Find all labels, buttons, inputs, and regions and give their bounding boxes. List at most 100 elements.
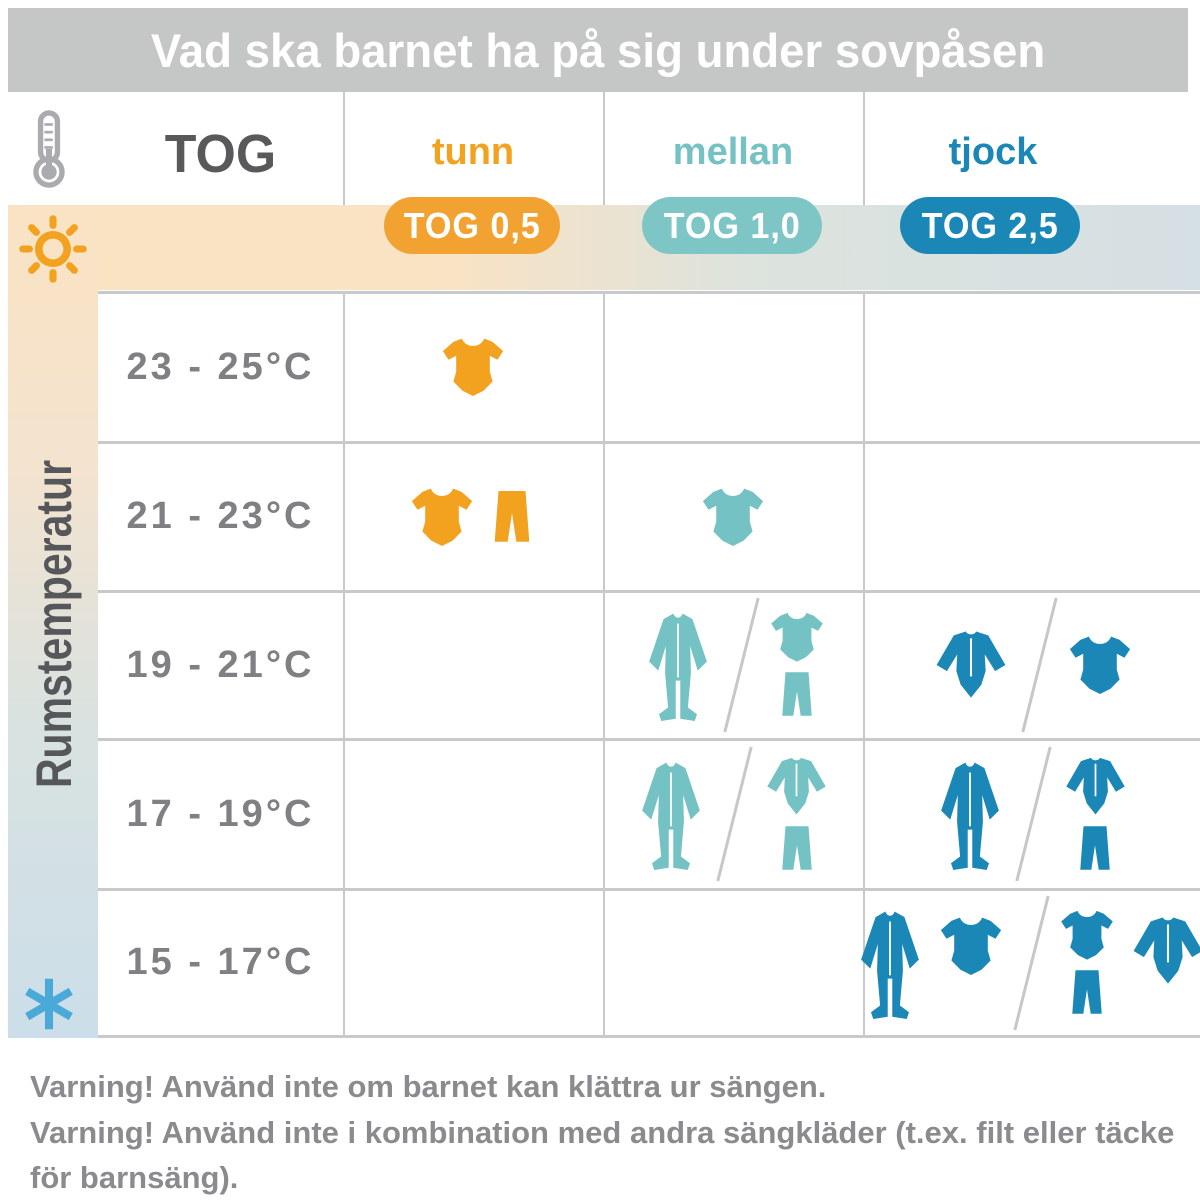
- page-title: Vad ska barnet ha på sig under sovpåsen: [150, 23, 1046, 77]
- badge-tog-25: TOG 2,5: [900, 197, 1080, 254]
- clothing-group: [852, 907, 928, 1019]
- clothing-option: [767, 609, 827, 721]
- clothing-group: [698, 484, 768, 550]
- sleepsuit-icon: [648, 613, 707, 721]
- badge-tog-05-label: TOG 0,5: [403, 204, 541, 246]
- clothing-group: [1057, 907, 1117, 1019]
- clothing-option: [1065, 632, 1135, 698]
- cell-15-17-mellan: [603, 890, 863, 1035]
- bodysuit-long-icon: [1065, 757, 1125, 814]
- title-bar: Vad ska barnet ha på sig under sovpåsen: [8, 8, 1188, 92]
- cell-17-19-tjock: [863, 740, 1200, 888]
- warning-line-2: Varning! Använd inte i kombination med a…: [30, 1114, 1175, 1196]
- cell-17-19-tunn: [343, 740, 603, 888]
- column-header-tunn: tunn: [431, 130, 515, 173]
- clothing-group: [633, 758, 709, 870]
- badge-tog-05: TOG 0,5: [384, 197, 560, 254]
- clothing-group: [1125, 913, 1200, 989]
- sun-icon: [19, 215, 87, 288]
- temp-label: 23 - 25°C: [126, 345, 315, 388]
- cell-19-21-tunn: [343, 592, 603, 738]
- bodysuit-short-icon: [770, 612, 823, 662]
- clothing-option: [698, 484, 768, 550]
- axis-label: Rumstemperatur: [26, 459, 82, 789]
- temperature-strip: [8, 205, 98, 1038]
- tog-header: TOG: [164, 124, 277, 184]
- bodysuit-short-icon: [940, 917, 1002, 975]
- temp-label: 17 - 19°C: [126, 792, 315, 835]
- grid-vline: [863, 92, 865, 205]
- grid-vline: [343, 92, 345, 205]
- grid-vline: [863, 293, 865, 1036]
- bodysuit-short-icon: [442, 338, 504, 397]
- cell-19-21-tjock: [863, 592, 1200, 738]
- bodysuit-short-icon: [702, 488, 764, 546]
- cell-15-17-tjock: [861, 890, 1200, 1035]
- bodysuit-long-icon: [767, 757, 826, 814]
- clothing-group: [928, 627, 1014, 703]
- cell-23-25-tunn: [343, 293, 603, 441]
- grid-hline: [98, 590, 1200, 593]
- option-divider: [1014, 746, 1052, 882]
- clothing-group: [640, 609, 716, 721]
- bodysuit-short-icon: [1061, 910, 1113, 960]
- sleepsuit-icon: [861, 910, 919, 1019]
- badge-tog-25-label: TOG 2,5: [921, 204, 1059, 246]
- cell-23-25-tjock: [863, 293, 1200, 441]
- clothing-group: [932, 758, 1008, 870]
- badge-tog-10: TOG 1,0: [642, 197, 822, 254]
- badge-tog-10-label: TOG 1,0: [663, 204, 801, 246]
- bodysuit-long-icon: [936, 631, 1006, 698]
- clothing-option: [932, 758, 1008, 870]
- temp-label: 15 - 17°C: [126, 941, 315, 983]
- clothing-group: [760, 754, 833, 875]
- snowflake-icon: [22, 977, 76, 1036]
- grid-vline: [343, 293, 345, 1036]
- clothing-group: [1065, 632, 1135, 698]
- clothing-option: [928, 627, 1014, 703]
- warning-line-1: Varning! Använd inte om barnet kan klätt…: [30, 1069, 827, 1104]
- cell-21-23-tunn: [343, 443, 603, 590]
- grid-hline: [98, 291, 1200, 294]
- clothing-option: [1057, 907, 1200, 1019]
- temp-label: 21 - 23°C: [126, 495, 315, 537]
- clothing-option: [633, 758, 709, 870]
- thermometer-icon: [26, 108, 72, 195]
- cell-17-19-mellan: [603, 740, 863, 888]
- cell-15-17-tunn: [343, 890, 603, 1035]
- cell-23-25-mellan: [603, 293, 863, 441]
- option-divider: [716, 746, 753, 882]
- clothing-option: [640, 609, 716, 721]
- clothing-option: [852, 907, 1006, 1019]
- grid-hline: [98, 1035, 1200, 1038]
- cell-21-23-tjock: [863, 443, 1200, 590]
- clothing-group: [438, 334, 508, 400]
- grid-vline: [603, 293, 605, 1036]
- pants-icon: [1080, 825, 1110, 870]
- bodysuit-long-icon: [1133, 917, 1200, 984]
- clothing-group: [407, 484, 477, 550]
- option-divider: [1013, 895, 1050, 1030]
- bodysuit-short-icon: [411, 488, 473, 546]
- pants-icon: [1072, 969, 1102, 1014]
- sleepsuit-icon: [940, 762, 999, 870]
- clothing-option: [760, 754, 833, 875]
- clothing-option: [438, 334, 508, 400]
- option-divider: [722, 597, 760, 733]
- pants-icon: [781, 825, 812, 870]
- clothing-group: [485, 486, 539, 548]
- grid-vline: [603, 92, 605, 205]
- pants-icon: [781, 672, 812, 716]
- column-header-mellan: mellan: [672, 130, 794, 173]
- bodysuit-short-icon: [1069, 636, 1131, 695]
- grid-hline: [98, 738, 1200, 741]
- cell-21-23-mellan: [603, 443, 863, 590]
- clothing-group: [767, 609, 827, 721]
- warnings: Varning! Använd inte om barnet kan klätt…: [30, 1064, 1182, 1200]
- option-divider: [1021, 597, 1058, 733]
- grid-hline: [98, 888, 1200, 891]
- clothing-option: [1059, 754, 1132, 875]
- clothing-group: [936, 913, 1006, 979]
- column-header-tjock: tjock: [948, 130, 1038, 173]
